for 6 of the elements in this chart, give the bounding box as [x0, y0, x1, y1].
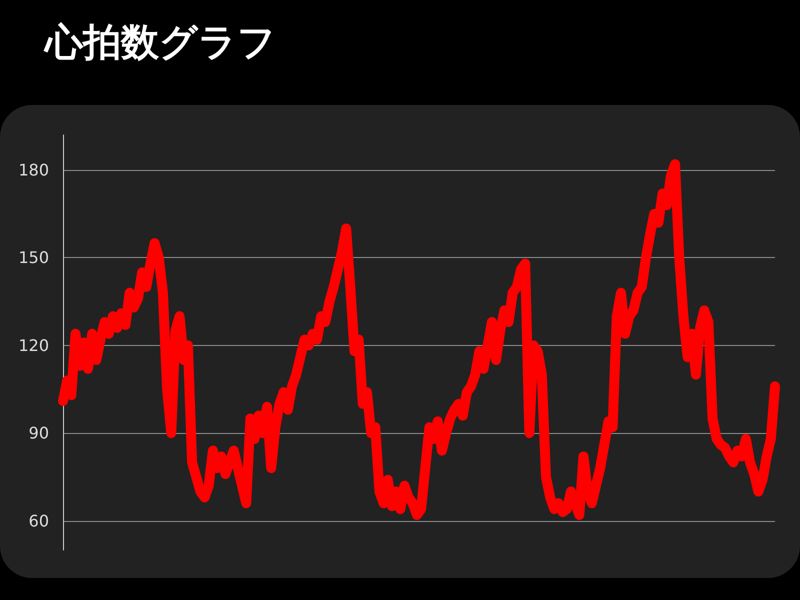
- y-tick-label: 120: [18, 336, 49, 355]
- y-tick-label: 90: [28, 424, 49, 443]
- y-tick-label: 180: [18, 160, 49, 180]
- chart-title: 心拍数グラフ: [43, 20, 276, 64]
- y-tick-label: 150: [18, 248, 49, 268]
- y-tick-label: 60: [28, 511, 49, 530]
